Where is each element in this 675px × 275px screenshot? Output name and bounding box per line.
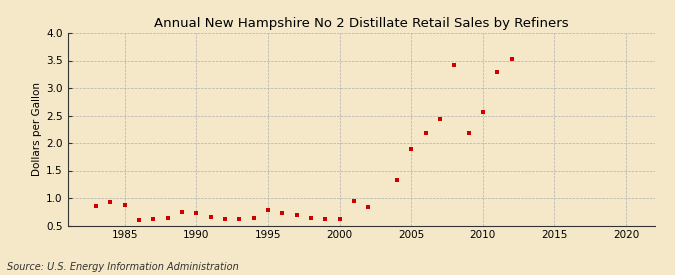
Point: [363, 205, 374, 209]
Point: [205, 215, 216, 219]
Point: [477, 109, 488, 114]
Point: [263, 208, 273, 212]
Point: [435, 117, 446, 122]
Point: [449, 63, 460, 67]
Point: [134, 218, 144, 222]
Point: [334, 217, 345, 221]
Point: [492, 69, 503, 74]
Point: [191, 211, 202, 216]
Point: [392, 178, 402, 182]
Text: Source: U.S. Energy Information Administration: Source: U.S. Energy Information Administ…: [7, 262, 238, 272]
Point: [105, 200, 116, 205]
Point: [506, 57, 517, 62]
Point: [292, 212, 302, 217]
Point: [420, 130, 431, 135]
Point: [277, 211, 288, 216]
Point: [248, 216, 259, 221]
Point: [320, 217, 331, 221]
Point: [463, 131, 474, 135]
Y-axis label: Dollars per Gallon: Dollars per Gallon: [32, 82, 42, 176]
Point: [406, 146, 416, 151]
Point: [148, 217, 159, 221]
Point: [234, 217, 245, 221]
Point: [163, 216, 173, 221]
Point: [348, 199, 359, 203]
Title: Annual New Hampshire No 2 Distillate Retail Sales by Refiners: Annual New Hampshire No 2 Distillate Ret…: [154, 17, 568, 31]
Point: [219, 217, 230, 221]
Point: [177, 210, 188, 214]
Point: [119, 202, 130, 207]
Point: [306, 216, 317, 221]
Point: [90, 204, 101, 208]
